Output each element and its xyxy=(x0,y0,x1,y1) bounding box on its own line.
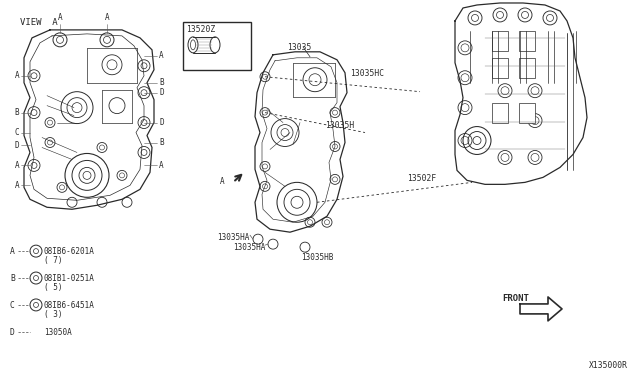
Text: A: A xyxy=(10,247,15,256)
Text: A: A xyxy=(105,13,109,22)
Bar xyxy=(492,31,508,51)
Text: A: A xyxy=(58,13,62,22)
Text: B: B xyxy=(159,78,164,87)
Text: ( 7): ( 7) xyxy=(44,256,63,265)
Text: VIEW  A: VIEW A xyxy=(20,18,58,27)
Text: A: A xyxy=(14,181,19,190)
Text: 13050A: 13050A xyxy=(44,328,72,337)
Bar xyxy=(492,58,508,78)
Text: 13502F: 13502F xyxy=(407,174,436,183)
Text: B: B xyxy=(10,274,15,283)
Text: D: D xyxy=(159,88,164,97)
Text: A: A xyxy=(159,51,164,60)
Text: 08IB6-6451A: 08IB6-6451A xyxy=(44,301,95,310)
Text: ( 3): ( 3) xyxy=(44,310,63,319)
Text: 13520Z: 13520Z xyxy=(186,25,215,34)
Text: C: C xyxy=(14,128,19,137)
Text: D: D xyxy=(10,328,15,337)
Text: 08IB1-0251A: 08IB1-0251A xyxy=(44,274,95,283)
Text: D: D xyxy=(159,118,164,127)
Text: C: C xyxy=(10,301,15,310)
Text: 08IB6-6201A: 08IB6-6201A xyxy=(44,247,95,256)
Text: 13035HB: 13035HB xyxy=(301,253,333,262)
Text: FRONT: FRONT xyxy=(502,294,529,303)
Bar xyxy=(519,58,535,78)
Text: A: A xyxy=(14,71,19,80)
Text: 13035: 13035 xyxy=(287,43,312,52)
Text: 13035HA: 13035HA xyxy=(218,233,250,242)
Text: B: B xyxy=(159,138,164,147)
Bar xyxy=(519,31,535,51)
Text: ( 5): ( 5) xyxy=(44,283,63,292)
Text: A: A xyxy=(14,161,19,170)
Text: X135000R: X135000R xyxy=(589,361,628,370)
Text: D: D xyxy=(14,141,19,150)
Text: B: B xyxy=(14,108,19,117)
Text: 13035H: 13035H xyxy=(325,121,355,129)
Text: 13035HA: 13035HA xyxy=(232,243,265,252)
Text: A: A xyxy=(220,177,224,186)
Bar xyxy=(183,22,251,70)
Text: 13035HC: 13035HC xyxy=(350,69,384,78)
Bar xyxy=(492,103,508,122)
Text: A: A xyxy=(159,161,164,170)
Bar xyxy=(519,103,535,122)
